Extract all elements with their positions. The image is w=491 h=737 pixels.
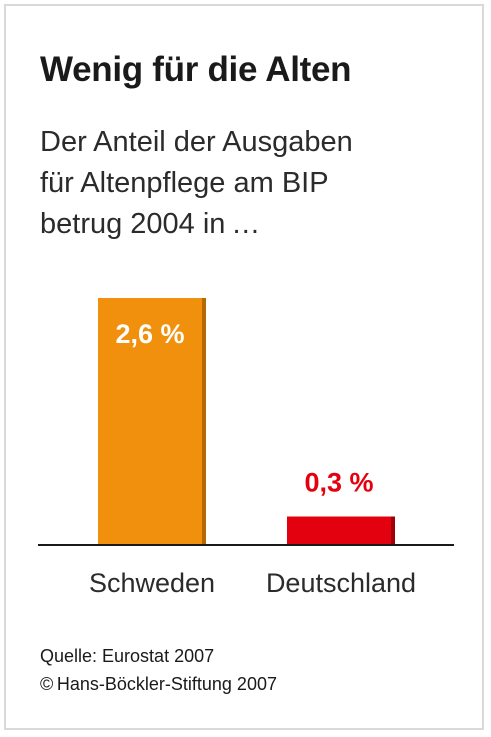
subtitle-line-2: für Altenpflege am BIP [40,167,329,199]
copyright-text: © Hans-Böckler-Stiftung 2007 [40,674,277,694]
chart-frame [4,4,484,730]
value-label-schweden: 2,6 % [115,319,184,349]
subtitle-line-1: Der Anteil der Ausgaben [40,126,353,158]
subtitle-line-3: betrug 2004 in … [40,208,261,240]
value-label-deutschland: 0,3 % [304,468,373,498]
source-note: Quelle: Eurostat 2007 © Hans-Böckler-Sti… [40,642,277,698]
bar-schweden [98,298,202,545]
category-label-schweden: Schweden [89,568,215,598]
source-text: Quelle: Eurostat 2007 [40,646,215,666]
category-label-deutschland: Deutschland [266,568,416,598]
chart-title: Wenig für die Alten [40,50,352,89]
bar-shadow-schweden [202,298,206,545]
bar-shadow-deutschland [391,516,395,545]
chart-subtitle: Der Anteil der Ausgaben für Altenpflege … [40,122,460,245]
bar-deutschland [287,516,391,545]
